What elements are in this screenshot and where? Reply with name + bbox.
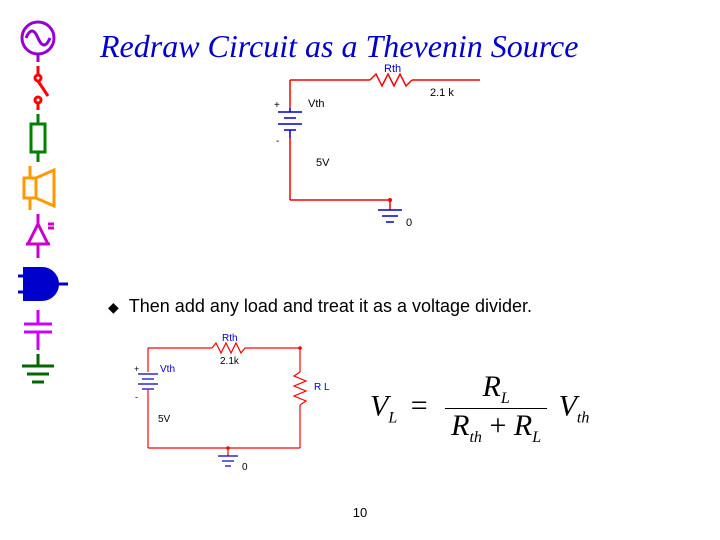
- vth-label-2: Vth: [160, 364, 175, 375]
- svg-text:-: -: [276, 136, 279, 147]
- vth-value: 5V: [316, 157, 330, 169]
- svg-text:+: +: [274, 100, 280, 111]
- vth-label: Vth: [308, 98, 325, 110]
- capacitor-icon: [18, 310, 58, 350]
- f-rhs-sub: th: [577, 409, 589, 426]
- sine-source-icon: [18, 18, 58, 62]
- switch-icon: [18, 66, 58, 110]
- rth-label-2: Rth: [222, 333, 238, 344]
- rth-label: Rth: [384, 63, 401, 75]
- ground-icon: [18, 354, 58, 390]
- circuit-diagram-with-load: Rth 2.1k Vth + - 5V R L 0: [130, 330, 340, 480]
- speaker-icon: [18, 166, 62, 210]
- page-number: 10: [353, 505, 367, 520]
- and-gate-icon: [18, 262, 68, 306]
- diode-icon: [18, 214, 58, 258]
- sidebar-icon-column: [18, 18, 68, 394]
- f-lhs-sub: L: [388, 409, 397, 426]
- f-lhs: V: [370, 389, 388, 422]
- f-rhs: V: [559, 389, 577, 422]
- rth-value-2: 2.1k: [220, 356, 240, 367]
- bullet-glyph: ◆: [108, 299, 119, 315]
- f-fraction: RL Rth + RL: [445, 370, 547, 447]
- gnd-label: 0: [406, 217, 412, 229]
- bullet-text: ◆ Then add any load and treat it as a vol…: [108, 296, 532, 317]
- circuit-diagram-thevenin: Rth 2.1 k Vth + - 5V 0: [270, 60, 500, 230]
- rl-label: R L: [314, 382, 330, 393]
- bullet-content: Then add any load and treat it as a volt…: [129, 296, 532, 316]
- rth-value: 2.1 k: [430, 87, 454, 99]
- f-eq: =: [411, 389, 428, 422]
- vth-value-2: 5V: [158, 414, 171, 425]
- resistor-icon: [18, 114, 58, 162]
- gnd-label-2: 0: [242, 462, 248, 473]
- voltage-divider-formula: VL = RL Rth + RL Vth: [370, 370, 589, 447]
- svg-text:+: +: [134, 364, 139, 374]
- svg-text:-: -: [135, 392, 138, 402]
